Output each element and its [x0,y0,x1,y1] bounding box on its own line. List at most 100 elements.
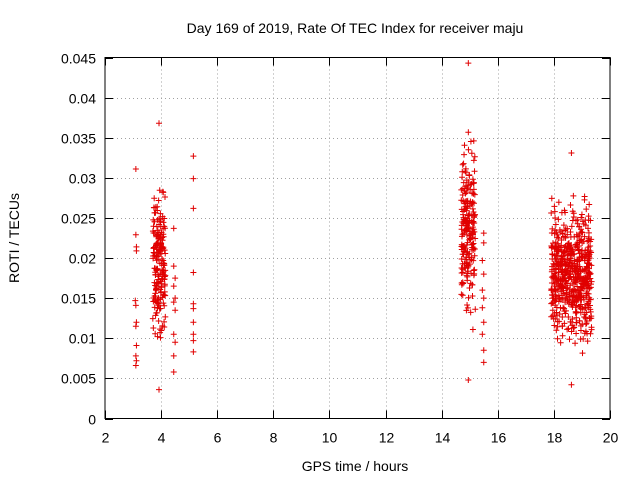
data-point [572,340,579,347]
data-point [573,258,580,265]
data-point [552,261,559,268]
data-point [464,200,471,207]
data-point [572,294,579,301]
data-point [155,253,162,260]
data-point [580,335,587,342]
data-point [463,189,470,196]
data-point [585,270,592,277]
data-point [170,283,177,290]
data-point [564,231,571,238]
data-point [465,376,472,383]
data-point [161,324,168,331]
data-point [153,286,160,293]
data-point [577,294,584,301]
data-point [480,239,487,246]
data-point [562,278,569,285]
data-point [548,279,555,286]
data-point [159,256,166,263]
data-point [567,250,574,257]
data-point [151,297,158,304]
data-point [559,332,566,339]
data-point [161,273,168,280]
data-point [583,265,590,272]
data-point [568,223,575,230]
data-point [469,292,476,299]
data-point [559,313,566,320]
data-point [570,247,577,254]
x-tick-label: 10 [322,430,338,446]
data-point [570,210,577,217]
data-point [479,304,486,311]
data-point [553,327,560,334]
data-point [157,329,164,336]
data-point [170,368,177,375]
data-point [553,304,560,311]
data-point [154,232,161,239]
data-point [581,193,588,200]
data-point [558,209,565,216]
data-point [588,249,595,256]
data-point [155,273,162,280]
data-point [467,181,474,188]
data-point [157,305,164,312]
data-point [150,245,157,252]
data-point [458,279,465,286]
y-tick-label: 0.025 [61,211,96,227]
data-point [552,296,559,303]
data-point [551,208,558,215]
data-point [579,218,586,225]
data-point [559,268,566,275]
data-point [566,270,573,277]
data-point [156,300,163,307]
data-point [155,197,162,204]
data-point [150,223,157,230]
data-point [459,168,466,175]
data-point [132,231,139,238]
data-point [567,273,574,280]
data-point [549,307,556,314]
data-point [151,204,158,211]
data-point [160,268,167,275]
data-point [561,274,568,281]
data-point [170,352,177,359]
y-tick-label: 0.005 [61,371,96,387]
data-point [552,244,559,251]
data-point [172,275,179,282]
data-point [470,137,477,144]
data-point [468,180,475,187]
data-point [567,234,574,241]
data-point [190,337,197,344]
data-point [586,201,593,208]
data-point [585,225,592,232]
data-point [151,209,158,216]
data-point [584,338,591,345]
data-point [578,211,585,218]
data-point [159,243,166,250]
data-point [471,252,478,259]
data-point [170,299,177,306]
data-point [458,255,465,262]
y-tick-label: 0.01 [69,331,96,347]
data-point [459,161,466,168]
data-point [567,228,574,235]
data-point [573,309,580,316]
x-tick-label: 4 [158,430,166,446]
data-point [567,318,574,325]
data-point [562,285,569,292]
data-point [568,381,575,388]
data-point [582,222,589,229]
data-point [572,287,579,294]
data-point [552,215,559,222]
data-point [559,230,566,237]
data-point [574,216,581,223]
data-point [548,243,555,250]
data-point [573,319,580,326]
data-point [561,250,568,257]
data-point [556,318,563,325]
data-point [581,311,588,318]
data-point [572,241,579,248]
data-point [465,129,472,136]
data-point [576,263,583,270]
data-point [578,236,585,243]
